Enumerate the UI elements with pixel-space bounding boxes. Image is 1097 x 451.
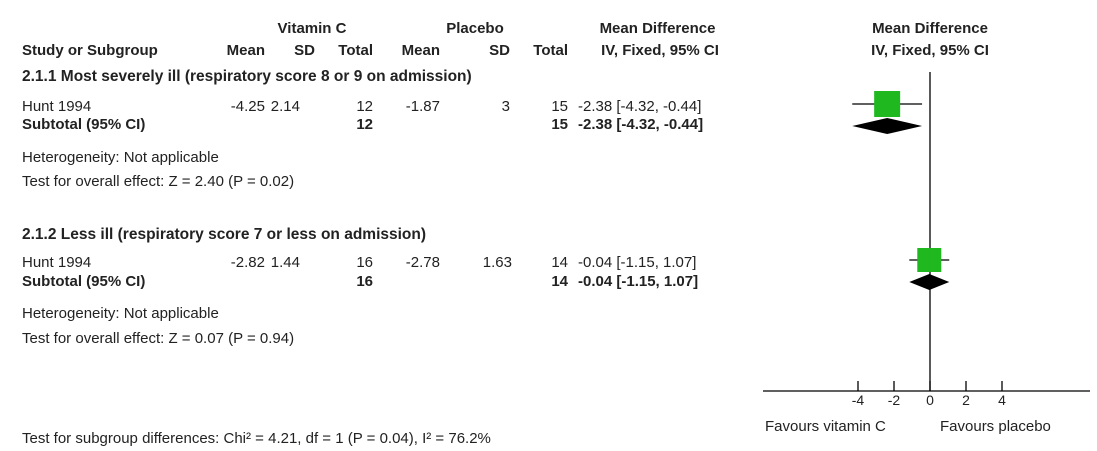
- heterogeneity-text: Heterogeneity: Not applicable: [22, 149, 219, 166]
- vc-sd: 2.14: [270, 98, 300, 115]
- subtotal-diamond: [909, 274, 950, 290]
- pl-mean: -2.78: [405, 254, 440, 271]
- x-tick-label: -2: [888, 392, 901, 408]
- vc-mean: -2.82: [230, 254, 265, 271]
- col-method: IV, Fixed, 95% CI: [601, 42, 719, 59]
- subtotal-pl-total: 14: [551, 273, 568, 290]
- subtotal-label: Subtotal (95% CI): [22, 116, 146, 133]
- subtotal-diamond: [852, 118, 923, 134]
- x-tick-label: -4: [852, 392, 865, 408]
- vc-mean: -4.25: [230, 98, 265, 115]
- group1-header: Vitamin C: [277, 20, 347, 37]
- study-name: Hunt 1994: [22, 98, 92, 115]
- group2-header: Placebo: [446, 20, 504, 37]
- subtotal-vc-total: 12: [356, 116, 373, 133]
- col-vc-total: Total: [338, 42, 373, 59]
- vc-sd: 1.44: [270, 254, 300, 271]
- subtotal-effect: -0.04 [-1.15, 1.07]: [578, 273, 699, 290]
- pl-mean: -1.87: [405, 98, 440, 115]
- study-square: [874, 91, 901, 117]
- subgroup-differences-test: Test for subgroup differences: Chi² = 4.…: [22, 430, 491, 447]
- col-pl-total: Total: [533, 42, 568, 59]
- heterogeneity-text: Heterogeneity: Not applicable: [22, 305, 219, 322]
- effect-column-header: Mean Difference: [599, 20, 716, 37]
- x-tick-label: 2: [962, 392, 970, 408]
- pl-total: 15: [551, 98, 568, 115]
- x-tick-label: 0: [926, 392, 934, 408]
- subtotal-label: Subtotal (95% CI): [22, 273, 146, 290]
- col-pl-mean: Mean: [401, 42, 440, 59]
- study-effect: -0.04 [-1.15, 1.07]: [578, 254, 697, 271]
- subgroup-title: 2.1.2 Less ill (respiratory score 7 or l…: [22, 226, 427, 243]
- pl-total: 14: [551, 254, 568, 271]
- subgroup-title: 2.1.1 Most severely ill (respiratory sco…: [22, 68, 472, 85]
- favours-right-label: Favours placebo: [940, 418, 1051, 435]
- subtotal-vc-total: 16: [356, 273, 373, 290]
- col-study: Study or Subgroup: [22, 42, 158, 59]
- study-effect: -2.38 [-4.32, -0.44]: [578, 98, 702, 115]
- favours-left-label: Favours vitamin C: [765, 418, 886, 435]
- overall-effect-text: Test for overall effect: Z = 0.07 (P = 0…: [22, 330, 295, 347]
- pl-sd: 1.63: [482, 254, 512, 271]
- overall-effect-text: Test for overall effect: Z = 2.40 (P = 0…: [22, 173, 295, 190]
- col-vc-sd: SD: [294, 42, 315, 59]
- plot-title: Mean Difference: [872, 20, 988, 37]
- col-pl-sd: SD: [489, 42, 510, 59]
- study-square: [917, 248, 942, 272]
- study-name: Hunt 1994: [22, 254, 92, 271]
- col-vc-mean: Mean: [226, 42, 265, 59]
- plot-method: IV, Fixed, 95% CI: [871, 42, 989, 59]
- x-tick-label: 4: [998, 392, 1006, 408]
- vc-total: 16: [356, 254, 373, 271]
- subtotal-pl-total: 15: [551, 116, 568, 133]
- pl-sd: 3: [501, 98, 510, 115]
- subtotal-effect: -2.38 [-4.32, -0.44]: [578, 116, 704, 133]
- vc-total: 12: [356, 98, 373, 115]
